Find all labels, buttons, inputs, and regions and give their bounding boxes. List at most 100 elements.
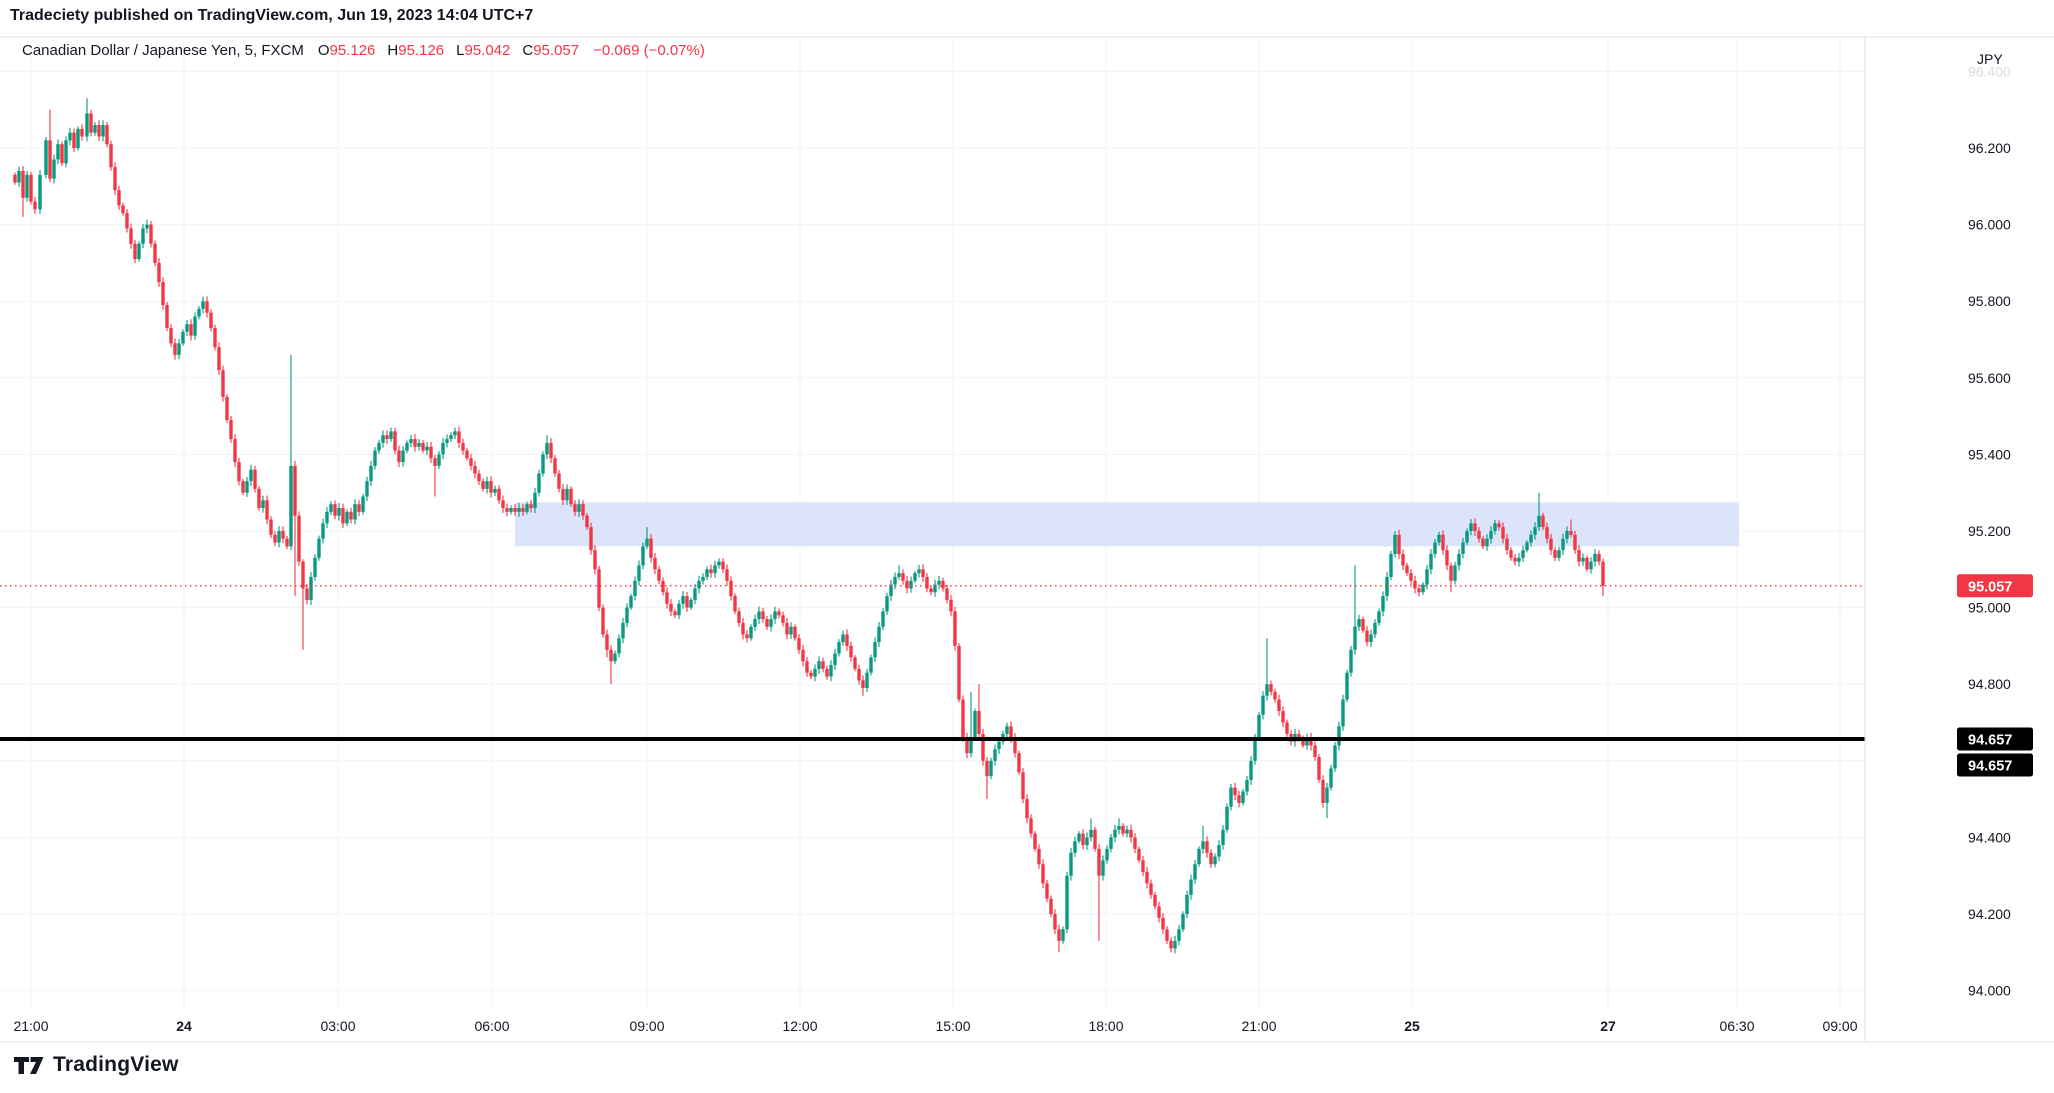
candle-body <box>265 500 269 520</box>
candle-body <box>205 301 209 313</box>
candle-body <box>869 657 873 673</box>
candle-body <box>161 282 165 306</box>
candle-body <box>773 611 777 620</box>
candle-body <box>1277 699 1281 712</box>
x-tick-label[interactable]: 24 <box>176 1018 192 1034</box>
candle-body <box>1169 940 1173 949</box>
y-tick-label[interactable]: 95.800 <box>1968 293 2011 309</box>
symbol-title[interactable]: Canadian Dollar / Japanese Yen, 5, FXCM <box>22 42 304 59</box>
x-tick-label[interactable]: 06:00 <box>474 1018 509 1034</box>
candle-body <box>313 557 317 577</box>
candle-body <box>1013 737 1017 754</box>
candle-body <box>1161 917 1165 930</box>
x-tick-label[interactable]: 21:00 <box>1241 1018 1276 1034</box>
candle-body <box>44 140 48 175</box>
y-tick-label[interactable]: 94.800 <box>1968 676 2011 692</box>
candle-body <box>901 573 905 581</box>
candle-body <box>289 465 293 547</box>
candle-body <box>281 531 285 539</box>
chart-frame <box>0 36 2054 1043</box>
candle-body <box>1033 833 1037 849</box>
candle-body <box>221 370 225 397</box>
tradingview-logo[interactable]: TradingView <box>14 1053 179 1077</box>
y-tick-label[interactable]: 94.200 <box>1968 906 2011 922</box>
y-tick-label[interactable]: 94.400 <box>1968 829 2011 845</box>
candle-body <box>1285 722 1289 734</box>
level-badge-text: 94.657 <box>1968 732 2012 748</box>
time-axis[interactable]: 21:00 24 03:00 06:00 09:00 12:00 15:00 18:00 21:… <box>13 1018 1857 1034</box>
candle-body <box>1093 829 1097 849</box>
candle-body <box>569 488 573 505</box>
candle-body <box>1353 626 1357 650</box>
candle-body <box>493 488 497 493</box>
y-tick-label[interactable]: 95.400 <box>1968 446 2011 462</box>
candle-body <box>273 534 277 543</box>
candle-body <box>473 465 477 474</box>
candle-body <box>449 435 453 440</box>
candle-body <box>617 638 621 654</box>
candle-body <box>145 224 149 229</box>
x-tick-label[interactable]: 06:30 <box>1719 1018 1754 1034</box>
x-tick-label[interactable]: 15:00 <box>935 1018 970 1034</box>
candle-body <box>613 653 617 662</box>
candle-body <box>321 523 325 539</box>
x-tick-label[interactable]: 18:00 <box>1088 1018 1123 1034</box>
candle-body <box>477 473 481 482</box>
candle-body <box>1389 553 1393 577</box>
candle-body <box>925 576 929 589</box>
candle-body <box>1485 538 1489 547</box>
x-tick-label[interactable]: 09:00 <box>1822 1018 1857 1034</box>
x-tick-label[interactable]: 27 <box>1600 1018 1616 1034</box>
candle-body <box>72 132 76 148</box>
candle-body <box>797 638 801 650</box>
x-tick-label[interactable]: 21:00 <box>13 1018 48 1034</box>
candle-body <box>625 607 629 623</box>
symbol-legend[interactable]: Canadian Dollar / Japanese Yen, 5, FXCM O… <box>22 42 705 59</box>
y-tick-label[interactable]: 96.400 <box>1968 63 2011 79</box>
candle-body <box>1133 837 1137 849</box>
last-price-badge-text: 95.057 <box>1968 579 2012 595</box>
y-tick-label[interactable]: 95.600 <box>1968 370 2011 386</box>
candle-body <box>529 504 533 509</box>
candle-body <box>1517 557 1521 562</box>
y-tick-label[interactable]: 94.000 <box>1968 983 2011 999</box>
candle-body <box>1497 523 1501 528</box>
candle-body <box>64 140 68 164</box>
candle-body <box>785 622 789 635</box>
candle-body <box>1193 864 1197 880</box>
x-tick-label[interactable]: 03:00 <box>320 1018 355 1034</box>
candle-body <box>465 450 469 459</box>
y-tick-label[interactable]: 95.200 <box>1968 523 2011 539</box>
candle-body <box>197 308 201 317</box>
candle-body <box>765 619 769 627</box>
candle-body <box>1097 848 1101 876</box>
y-tick-label[interactable]: 96.200 <box>1968 140 2011 156</box>
candle-body <box>729 580 733 597</box>
candle-body <box>1349 649 1353 673</box>
x-tick-label[interactable]: 09:00 <box>629 1018 664 1034</box>
candle-body <box>345 511 349 524</box>
candle-body <box>425 446 429 451</box>
x-tick-label[interactable]: 12:00 <box>782 1018 817 1034</box>
candle-body <box>825 668 829 677</box>
y-tick-label[interactable]: 96.000 <box>1968 217 2011 233</box>
candle-body <box>1205 841 1209 853</box>
candle-body <box>21 170 25 198</box>
candle-body <box>1141 860 1145 872</box>
candle-body <box>1589 561 1593 570</box>
x-tick-label[interactable]: 25 <box>1404 1018 1420 1034</box>
candle-body <box>1597 553 1601 562</box>
candle-body <box>177 343 181 355</box>
candle-body <box>209 312 213 329</box>
candle-body <box>48 140 52 179</box>
y-tick-label[interactable]: 95.000 <box>1968 600 2011 616</box>
candle-body <box>861 680 865 689</box>
candle-body <box>801 649 805 662</box>
supply-zone[interactable] <box>515 502 1739 547</box>
candle-body <box>413 439 417 447</box>
level-lines-layer[interactable] <box>0 585 1865 741</box>
candle-body <box>1185 894 1189 914</box>
supply-zone-rect[interactable] <box>515 502 1739 547</box>
